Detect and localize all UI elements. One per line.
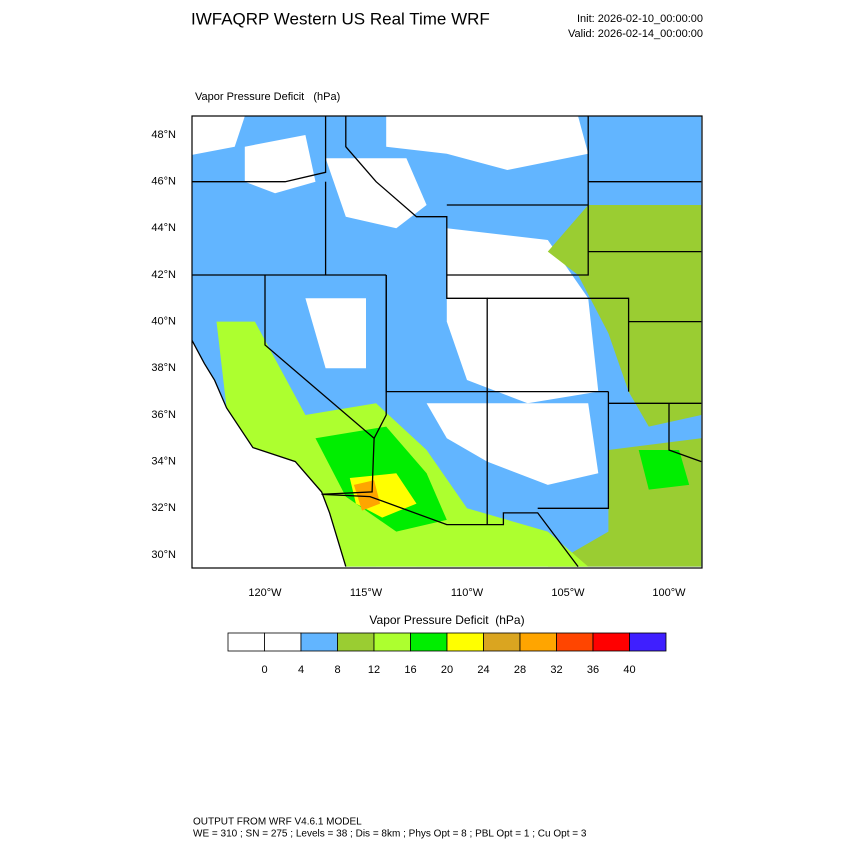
lon-label: 115°W (350, 587, 383, 599)
lon-label: 100°W (652, 587, 686, 599)
lat-label: 44°N (151, 222, 176, 234)
lat-label: 38°N (151, 362, 176, 374)
colorbar-box (300, 632, 338, 652)
colorbar-label: 40 (623, 664, 635, 676)
boundary (537, 391, 610, 509)
colorbar-label: 16 (404, 664, 416, 676)
colorbar-label: 0 (261, 664, 267, 676)
field-region (216, 321, 589, 567)
colorbar-label: 8 (334, 664, 340, 676)
colorbar-label: 4 (298, 664, 304, 676)
lat-label: 34°N (151, 456, 176, 468)
lat-label: 30°N (151, 549, 176, 561)
field-region (426, 403, 599, 485)
boundary (192, 116, 327, 183)
colorbar-box (410, 632, 448, 652)
init-time: Init: 2026-02-10_00:00:00 (577, 13, 703, 25)
colorbar-label: 12 (368, 664, 380, 676)
footer-line: WE = 310 ; SN = 275 ; Levels = 38 ; Dis … (193, 829, 587, 840)
field-region (353, 480, 381, 511)
boundary (385, 275, 609, 393)
lat-label: 48°N (151, 129, 176, 141)
lat-label: 36°N (151, 409, 176, 421)
map-frame (191, 115, 703, 569)
colorbar: 0 4 8 12 16 20 24 28 32 36 40 (227, 632, 667, 676)
boundary (446, 116, 589, 276)
footer-line: OUTPUT FROM WRF V4.6.1 MODEL (193, 817, 362, 828)
colorbar-label: 28 (514, 664, 526, 676)
boundary (446, 275, 488, 525)
lon-label: 110°W (451, 587, 484, 599)
title: IWFAQRP Western US Real Time WRF (191, 9, 490, 28)
colorbar-label: 24 (477, 664, 489, 676)
colorbar-title: Vapor Pressure Deficit (hPa) (369, 613, 524, 627)
colorbar-box (337, 632, 375, 652)
field-region (638, 450, 690, 490)
colorbar-label: 32 (550, 664, 562, 676)
boundary (321, 493, 579, 567)
boundary (264, 275, 375, 495)
lat-label: 40°N (151, 316, 176, 328)
map (192, 116, 702, 567)
field-region (547, 205, 702, 427)
lat-label: 42°N (151, 269, 176, 281)
colorbar-box (629, 632, 667, 652)
colorbar-box (519, 632, 557, 652)
colorbar-box (373, 632, 411, 652)
field-region (305, 298, 366, 369)
colorbar-label: 36 (587, 664, 599, 676)
lon-label: 120°W (248, 587, 282, 599)
field-region (386, 116, 589, 170)
colorbar-label: 20 (441, 664, 453, 676)
field-region (192, 116, 245, 155)
colorbar-box (227, 632, 265, 652)
colorbar-box (446, 632, 484, 652)
lon-label: 105°W (551, 587, 585, 599)
boundary (192, 339, 347, 567)
lat-label: 32°N (151, 502, 176, 514)
lat-label: 46°N (151, 176, 176, 188)
colorbar-box (592, 632, 630, 652)
boundary (345, 116, 448, 275)
boundary (487, 297, 630, 392)
map-title: Vapor Pressure Deficit (hPa) (195, 91, 340, 103)
field-region (325, 158, 427, 229)
colorbar-box (264, 632, 302, 652)
boundary (668, 403, 702, 463)
valid-time: Valid: 2026-02-14_00:00:00 (568, 28, 703, 40)
colorbar-box (556, 632, 594, 652)
field-region (446, 228, 599, 404)
colorbar-box (483, 632, 521, 652)
